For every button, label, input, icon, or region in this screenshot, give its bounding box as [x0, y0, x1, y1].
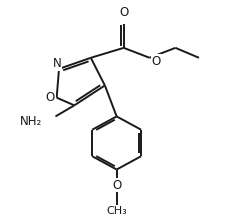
Text: O: O: [45, 91, 55, 104]
Text: O: O: [151, 55, 161, 68]
Text: O: O: [119, 6, 128, 19]
Text: O: O: [112, 179, 121, 192]
Text: NH₂: NH₂: [20, 115, 43, 128]
Text: CH₃: CH₃: [106, 206, 127, 216]
Text: N: N: [53, 57, 61, 70]
